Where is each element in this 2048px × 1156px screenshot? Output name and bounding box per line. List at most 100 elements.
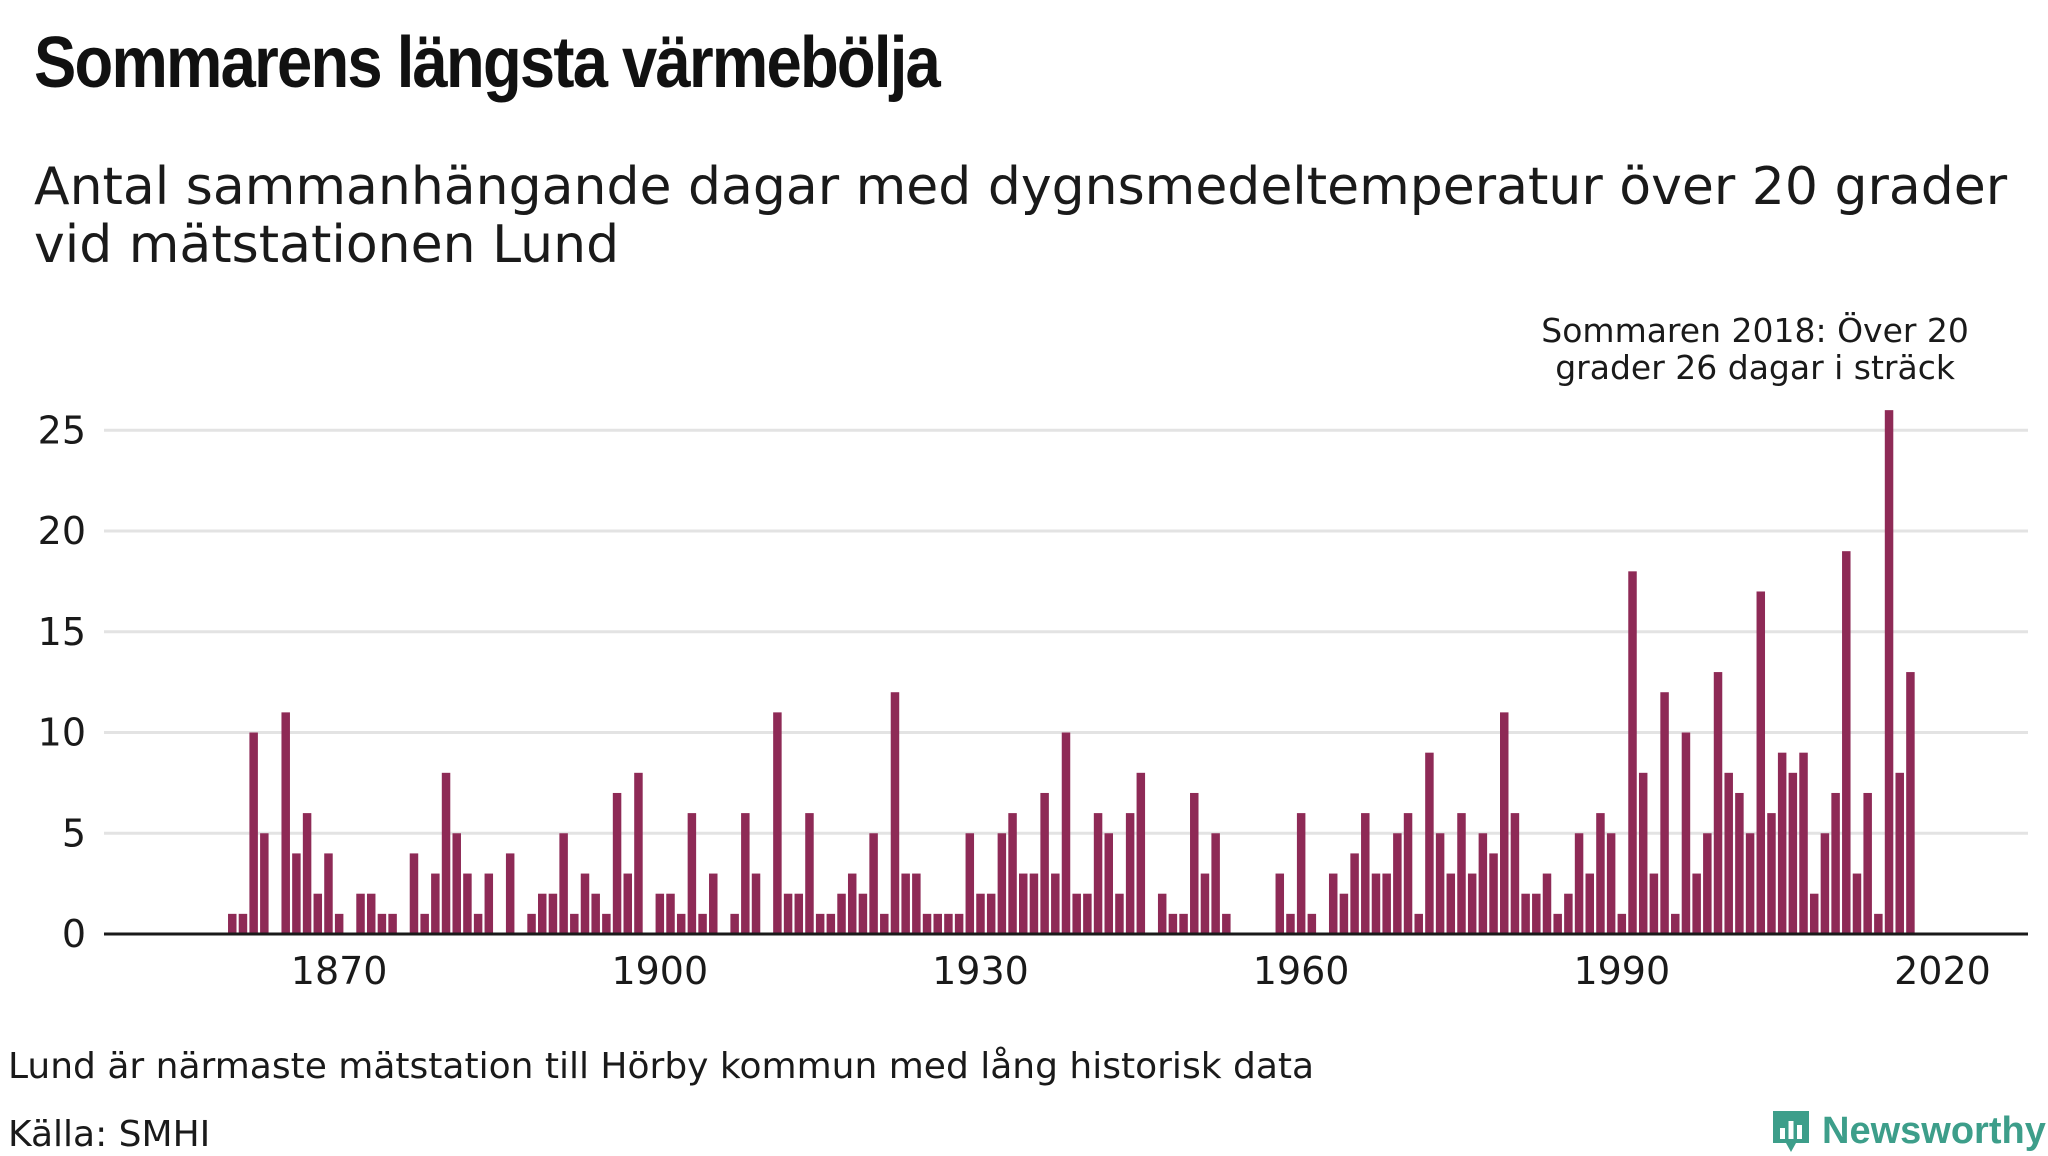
bar: [655, 893, 665, 934]
bar: [1906, 672, 1915, 934]
bar: [1863, 792, 1872, 934]
bar: [1403, 813, 1413, 934]
bar: [922, 913, 932, 934]
bar: [1874, 913, 1883, 934]
bar: [1692, 873, 1701, 934]
bar: [687, 813, 697, 934]
bar: [1532, 893, 1541, 934]
bar: [1040, 792, 1049, 934]
bar: [473, 913, 483, 934]
bar: [794, 893, 804, 934]
bar: [1703, 833, 1712, 934]
bar: [302, 813, 312, 934]
x-tick-label: 1990: [1573, 949, 1670, 993]
y-tick-label: 15: [38, 610, 86, 654]
bar: [505, 853, 515, 934]
bar: [1179, 913, 1188, 934]
bar: [1671, 913, 1680, 934]
bar: [527, 913, 536, 934]
bar: [1414, 913, 1423, 934]
bar: [1115, 893, 1124, 934]
bar: [965, 833, 975, 934]
bar: [1767, 813, 1776, 934]
bar: [805, 813, 814, 934]
bar: [1542, 873, 1552, 934]
bar: [1125, 813, 1135, 934]
bar: [944, 913, 953, 934]
bar: [1735, 792, 1744, 934]
bar: [1350, 853, 1359, 934]
bar: [377, 913, 387, 934]
bar: [1307, 913, 1317, 934]
bar: [1649, 873, 1659, 934]
bar: [238, 913, 248, 934]
x-tick-label: 1900: [611, 949, 708, 993]
bar: [773, 712, 782, 934]
bar: [997, 833, 1007, 934]
bar-chart: 0 5 10 15 20 25 1870 1900 1930 1960 1990 2020 Sommar…: [38, 310, 2028, 993]
bar: [1777, 752, 1787, 934]
bar: [623, 873, 632, 934]
bar: [1852, 873, 1862, 934]
bar: [954, 913, 964, 934]
bar: [676, 913, 686, 934]
bar: [249, 732, 258, 934]
x-tick-label: 1960: [1253, 949, 1350, 993]
bar: [890, 692, 900, 934]
bar: [1500, 712, 1509, 934]
brand-name: Newsworthy: [1822, 1109, 2046, 1152]
bar: [548, 893, 558, 934]
bar: [847, 873, 857, 934]
chart-subtitle: Antal sammanhängande dagar med dygnsmede…: [34, 157, 2008, 275]
bar: [783, 893, 793, 934]
bar: [1008, 813, 1017, 934]
bar: [1831, 792, 1840, 934]
bar: [366, 893, 376, 934]
newsworthy-logo-icon: [1773, 1111, 1809, 1152]
y-tick-label: 25: [38, 408, 86, 452]
bar: [1596, 813, 1605, 934]
bar: [880, 913, 889, 934]
bar: [1842, 551, 1851, 934]
bar: [324, 853, 333, 934]
bar: [1638, 772, 1648, 934]
bar: [1382, 873, 1391, 934]
brand-logo[interactable]: Newsworthy: [1770, 1106, 2046, 1156]
bar: [1585, 873, 1594, 934]
bar: [858, 893, 868, 934]
bar: [538, 893, 547, 934]
bar: [1788, 772, 1798, 934]
bar: [1083, 893, 1092, 934]
bar: [634, 772, 643, 934]
footnote: Lund är närmaste mätstation till Hörby k…: [8, 1046, 1315, 1087]
bar: [1606, 833, 1616, 934]
bar: [260, 833, 269, 934]
bar: [420, 913, 429, 934]
bar: [1286, 913, 1295, 934]
bar: [815, 913, 825, 934]
bar: [292, 853, 301, 934]
bar: [1446, 873, 1456, 934]
bar: [751, 873, 761, 934]
y-tick-label: 10: [38, 711, 86, 755]
bar: [1371, 873, 1381, 934]
bar: [1093, 813, 1103, 934]
bar: [228, 913, 237, 934]
bar: [1745, 833, 1755, 934]
y-tick-label: 20: [38, 509, 86, 553]
bar: [1211, 833, 1220, 934]
bar: [933, 913, 942, 934]
bar: [1361, 813, 1370, 934]
bar: [1222, 913, 1231, 934]
bar: [612, 792, 622, 934]
bar: [334, 913, 344, 934]
bar: [1339, 893, 1349, 934]
bar: [986, 893, 996, 934]
bar: [452, 833, 461, 934]
source-note: Källa: SMHI: [8, 1114, 211, 1155]
bar: [1553, 913, 1562, 934]
bar: [1617, 913, 1627, 934]
bar: [431, 873, 440, 934]
bar: [698, 913, 707, 934]
bar: [1296, 813, 1306, 934]
